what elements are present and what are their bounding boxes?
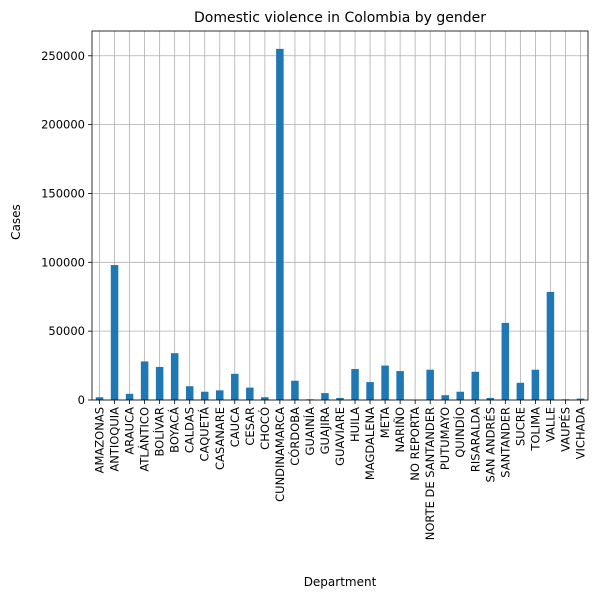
grid-lines: [92, 31, 588, 401]
y-tick-label: 200000: [41, 118, 85, 132]
chart-title: Domestic violence in Colombia by gender: [194, 10, 486, 26]
bar-cauca: [231, 373, 239, 400]
bar-cesar: [246, 387, 254, 400]
bar-tolima: [531, 369, 540, 400]
bar-santander: [501, 322, 510, 400]
y-tick-label: 100000: [41, 255, 85, 269]
x-axis-ticks: AMAZONAS ANTIOQUIA ARAUCA ATLÁNTICO BOLÍVAR B…: [93, 400, 587, 540]
x-tick-label: NARIÑO: [392, 407, 407, 453]
x-tick-label: BOYACÁ: [167, 407, 182, 453]
bar-sucre: [516, 382, 525, 400]
bars: [95, 48, 585, 400]
x-tick-label: VICHADA: [573, 407, 587, 459]
x-tick-label: HUILA: [348, 407, 362, 442]
bar-guaviare: [336, 397, 344, 400]
x-tick-label: ARAUCA: [123, 407, 137, 455]
x-tick-label: VALLE: [543, 407, 557, 442]
bar-valle: [546, 291, 555, 400]
bar-atlántico: [140, 361, 149, 400]
bar-bolívar: [155, 366, 164, 400]
bar-chocó: [261, 397, 269, 400]
bar-nariño: [396, 371, 404, 400]
x-tick-label: CUNDINAMARCA: [273, 407, 287, 502]
x-tick-label: CASANARE: [213, 407, 227, 470]
bar-córdoba: [291, 380, 299, 400]
bar-antioquia: [110, 265, 119, 400]
bar-quindío: [456, 391, 464, 400]
x-tick-label: GUAVIARE: [333, 407, 347, 466]
x-tick-label: CESAR: [243, 407, 257, 446]
bar-huila: [351, 369, 359, 400]
x-tick-label: NORTE DE SANTANDER: [423, 407, 437, 540]
bar-caldas: [185, 386, 194, 400]
x-tick-label: CALDAS: [183, 407, 197, 453]
bar-san-andrés: [486, 397, 495, 400]
bar-casanare: [216, 390, 224, 400]
x-tick-label: ANTIOQUIA: [108, 407, 122, 472]
y-tick-label: 50000: [48, 324, 85, 338]
x-tick-label: SAN ANDRÉS: [482, 407, 497, 483]
bar-norte-de-santander: [426, 369, 434, 400]
bar-boyacá: [170, 353, 179, 400]
bar-magdalena: [366, 382, 374, 400]
x-tick-label: GUAJIRA: [318, 407, 332, 455]
y-tick-label: 150000: [41, 186, 85, 200]
y-axis-ticks: 0 50000 100000 150000 200000 250000: [41, 49, 92, 407]
x-tick-label: CHOCÓ: [257, 407, 272, 450]
x-tick-label: CÓRDOBA: [287, 407, 302, 466]
x-tick-label: SANTANDER: [498, 407, 512, 478]
bar-cundinamarca: [276, 48, 284, 400]
y-tick-label: 250000: [41, 49, 85, 63]
x-tick-label: TOLIMA: [528, 407, 542, 452]
x-tick-label: QUINDÍO: [452, 407, 467, 458]
bar-caquetá: [200, 391, 209, 400]
y-tick-label: 0: [78, 393, 85, 407]
x-tick-label: MAGDALENA: [363, 407, 377, 480]
bar-meta: [381, 365, 389, 400]
x-tick-label: RISARALDA: [468, 407, 482, 472]
y-axis-label: Cases: [9, 204, 23, 240]
x-tick-label: META: [378, 407, 392, 438]
bar-arauca: [125, 393, 134, 400]
bar-putumayo: [441, 395, 449, 400]
x-tick-label: CAQUETÁ: [197, 407, 212, 462]
bar-vichada: [576, 398, 585, 400]
x-tick-label: NO REPORTA: [408, 407, 422, 481]
x-tick-label: BOLÍVAR: [152, 407, 167, 457]
x-tick-label: AMAZONAS: [93, 407, 107, 473]
x-tick-label: PUTUMAYO: [438, 407, 452, 470]
bar-guajira: [321, 393, 329, 400]
x-tick-label: VAUPÉS: [557, 407, 572, 452]
bar-risaralda: [471, 371, 480, 400]
x-tick-label: ATLÁNTICO: [137, 407, 152, 472]
bar-amazonas: [95, 397, 104, 400]
x-tick-label: CAUCA: [228, 407, 242, 447]
x-tick-label: SUCRE: [513, 407, 527, 446]
x-tick-label: GUAINÍA: [302, 407, 317, 456]
x-axis-label: Department: [304, 575, 377, 589]
